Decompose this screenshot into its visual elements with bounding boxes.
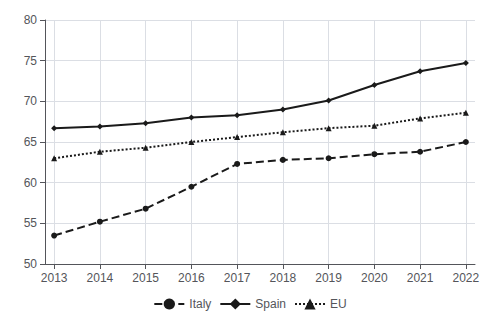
svg-text:2020: 2020 — [361, 271, 388, 285]
svg-text:Italy: Italy — [189, 297, 211, 311]
svg-text:2019: 2019 — [315, 271, 342, 285]
svg-text:75: 75 — [24, 54, 38, 68]
svg-text:80: 80 — [24, 13, 38, 27]
svg-text:2014: 2014 — [87, 271, 114, 285]
svg-text:65: 65 — [24, 135, 38, 149]
svg-text:EU: EU — [330, 297, 347, 311]
svg-text:2022: 2022 — [452, 271, 479, 285]
svg-text:2018: 2018 — [270, 271, 297, 285]
svg-text:2013: 2013 — [41, 271, 68, 285]
svg-text:2016: 2016 — [178, 271, 205, 285]
svg-text:Spain: Spain — [255, 297, 286, 311]
svg-text:50: 50 — [24, 257, 38, 271]
svg-text:55: 55 — [24, 216, 38, 230]
svg-text:2017: 2017 — [224, 271, 251, 285]
svg-text:2021: 2021 — [407, 271, 434, 285]
svg-text:2015: 2015 — [132, 271, 159, 285]
svg-text:70: 70 — [24, 94, 38, 108]
svg-text:60: 60 — [24, 176, 38, 190]
